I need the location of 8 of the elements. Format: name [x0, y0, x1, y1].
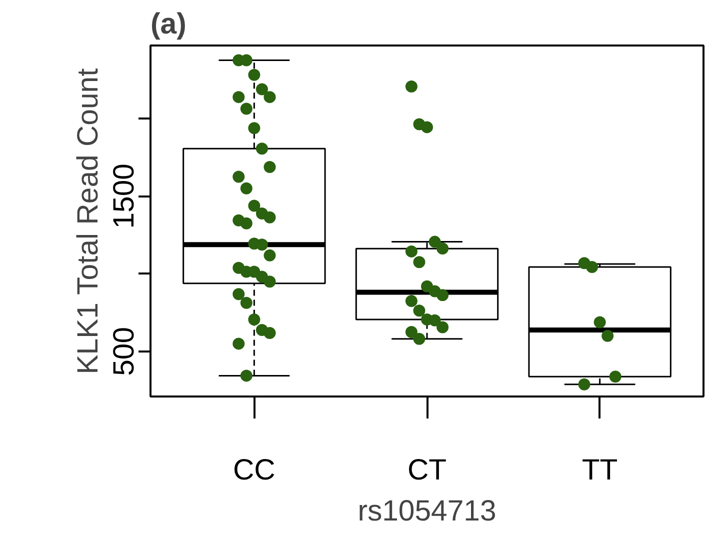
y-tick-label: 500	[108, 326, 140, 376]
x-axis-title: rs1054713	[358, 494, 496, 528]
x-tick-label: TT	[582, 454, 618, 486]
chart-title: (a)	[150, 8, 186, 40]
y-axis-title: KLK1 Total Read Count	[72, 68, 104, 374]
x-tick-label: CC	[233, 454, 276, 486]
y-tick-label: 1500	[108, 164, 140, 229]
x-tick-label: CT	[407, 454, 447, 486]
